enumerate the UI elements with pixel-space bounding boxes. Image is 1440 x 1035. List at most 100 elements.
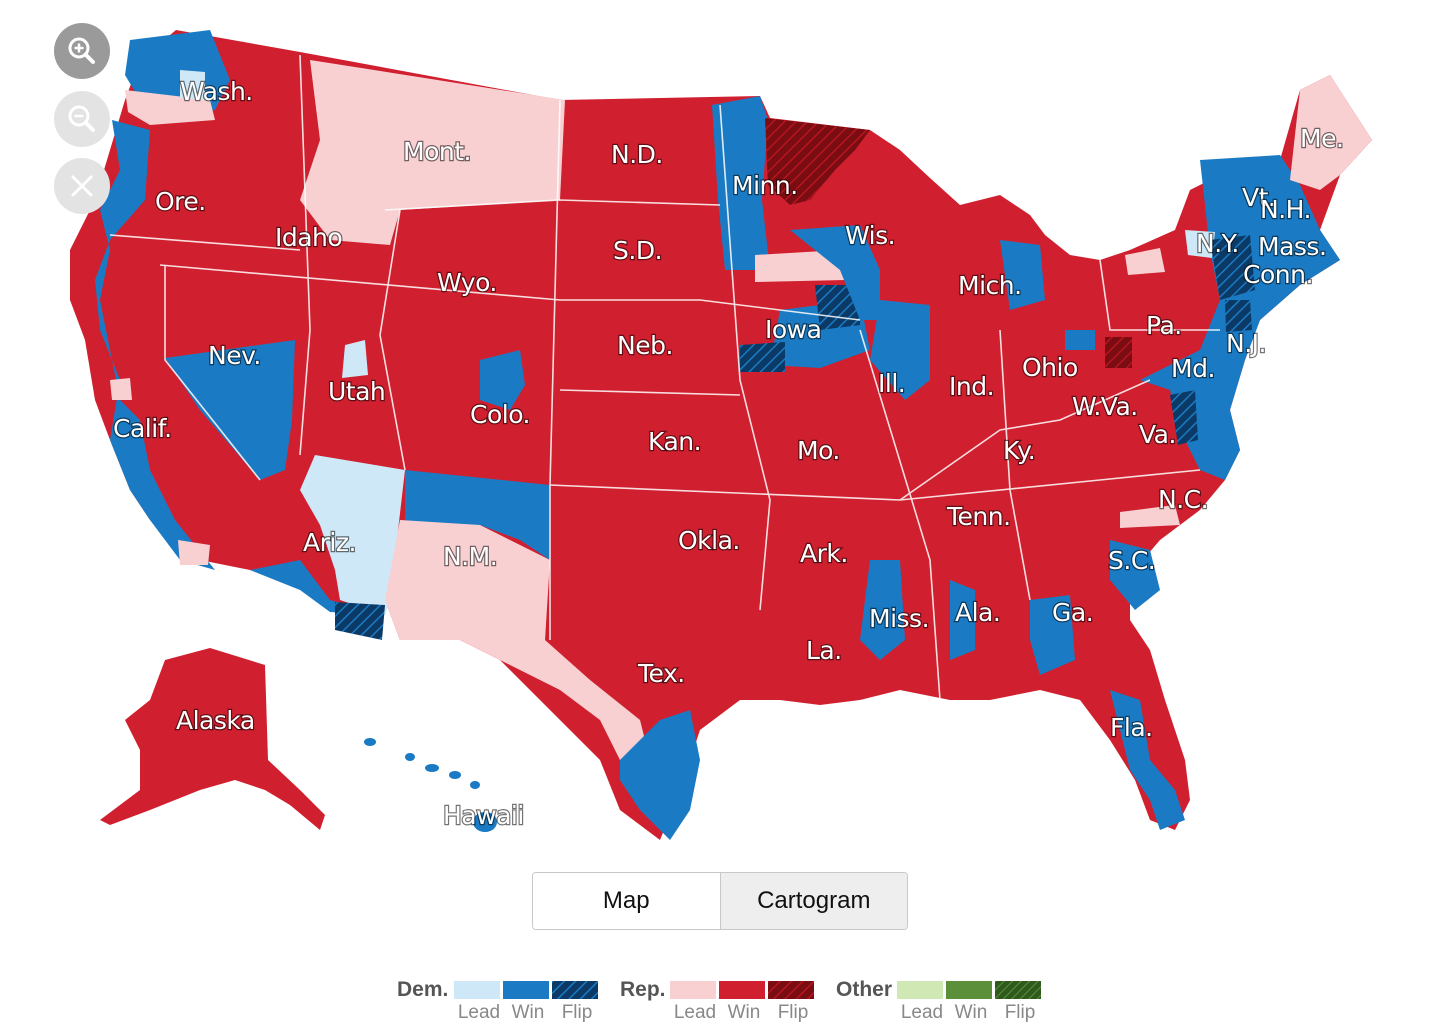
label-ark: Ark.: [800, 539, 848, 568]
label-nc: N.C.: [1158, 485, 1208, 514]
close-icon: [71, 175, 93, 197]
sc-blue[interactable]: [1110, 540, 1160, 610]
label-wash: Wash.: [180, 77, 253, 106]
state-borders: [109, 54, 1220, 701]
label-tenn: Tenn.: [946, 502, 1011, 531]
ohio-blue[interactable]: [1065, 330, 1095, 350]
nc-lead[interactable]: [1120, 505, 1180, 528]
ill-blue[interactable]: [870, 300, 930, 400]
wis-blue[interactable]: [790, 225, 880, 320]
state-washington-lightblue[interactable]: [180, 70, 205, 100]
zoom-out-icon: [68, 105, 95, 132]
state-maine-lead[interactable]: [1290, 75, 1372, 190]
label-nev: Nev.: [208, 341, 261, 370]
label-ala: Ala.: [955, 598, 1000, 627]
legend-rep-title: Rep.: [620, 978, 666, 1001]
legend-other-win-swatch: [946, 981, 992, 999]
ny-lead-west[interactable]: [1125, 248, 1165, 275]
legend-dem-lead-swatch: [454, 981, 500, 999]
state-minnesota-blue[interactable]: [712, 96, 770, 270]
zoom-in-icon: [68, 37, 95, 64]
state-minnesota-lead[interactable]: [755, 250, 845, 282]
cartogram-view-button[interactable]: Cartogram: [720, 873, 907, 929]
label-conn: Conn.: [1243, 260, 1313, 289]
state-alaska[interactable]: [100, 648, 325, 830]
legend-other-flip-swatch: [995, 981, 1041, 999]
label-wis: Wis.: [845, 221, 895, 250]
mich-blue[interactable]: [1000, 240, 1045, 310]
label-fla: Fla.: [1110, 713, 1153, 742]
label-mo: Mo.: [797, 436, 840, 465]
legend-dem-lead-label: Lead: [457, 1002, 501, 1023]
ala-blue[interactable]: [950, 580, 975, 660]
label-hawaii: Hawaii: [443, 801, 524, 830]
reset-zoom-button[interactable]: [54, 158, 110, 214]
label-neb: Neb.: [617, 331, 673, 360]
state-texas-lead[interactable]: [460, 640, 650, 760]
iowa-flip-2[interactable]: [740, 342, 785, 372]
state-minnesota-flip[interactable]: [765, 118, 870, 205]
label-pa: Pa.: [1146, 311, 1182, 340]
ny-lead[interactable]: [1185, 230, 1215, 258]
state-nevada-blue[interactable]: [165, 340, 295, 480]
state-arizona-lead[interactable]: [300, 455, 405, 615]
legend-other-flip-label: Flip: [1004, 1002, 1036, 1023]
pa-flip[interactable]: [1105, 337, 1132, 368]
label-minn: Minn.: [732, 171, 798, 200]
va-flip[interactable]: [1170, 390, 1198, 445]
legend-rep-lead-label: Lead: [673, 1002, 717, 1023]
miss-blue[interactable]: [860, 560, 905, 660]
label-ky: Ky.: [1003, 436, 1035, 465]
map-svg[interactable]: Wash. Ore. Calif. Idaho Nev. Mont. Wyo. …: [0, 0, 1440, 860]
label-iowa: Iowa: [765, 315, 821, 344]
label-colo: Colo.: [470, 400, 530, 429]
legend-other-lead-label: Lead: [900, 1002, 944, 1023]
label-calif: Calif.: [113, 414, 172, 443]
arizona-south-blue[interactable]: [250, 560, 385, 615]
label-me: Me.: [1300, 124, 1343, 153]
view-toggle: Map Cartogram: [532, 872, 908, 930]
label-nj: N.J.: [1226, 329, 1266, 358]
label-ga: Ga.: [1052, 598, 1093, 627]
label-kan: Kan.: [648, 427, 701, 456]
state-nm-lead[interactable]: [385, 520, 550, 640]
label-ohio: Ohio: [1022, 353, 1078, 382]
election-map[interactable]: Wash. Ore. Calif. Idaho Nev. Mont. Wyo. …: [0, 0, 1440, 860]
legend-dem-flip-swatch: [552, 981, 598, 999]
legend-dem-win-swatch: [503, 981, 549, 999]
label-wva: W.Va.: [1072, 392, 1138, 421]
utah-lead[interactable]: [342, 340, 368, 378]
label-utah: Utah: [328, 377, 385, 406]
calif-lead-b[interactable]: [178, 540, 210, 565]
arizona-flip[interactable]: [335, 602, 385, 640]
ga-blue[interactable]: [1030, 595, 1075, 675]
label-idaho: Idaho: [275, 223, 342, 252]
legend-rep-win-swatch: [719, 981, 765, 999]
legend-rep-flip-label: Flip: [777, 1002, 809, 1023]
state-montana[interactable]: [300, 60, 565, 245]
zoom-out-button[interactable]: [54, 91, 110, 147]
texas-south-blue[interactable]: [620, 710, 700, 840]
legend-other-lead-swatch: [897, 981, 943, 999]
label-ny: N.Y.: [1196, 229, 1239, 258]
state-hawaii[interactable]: [364, 738, 497, 832]
coast-blue[interactable]: [95, 120, 215, 570]
calif-lead-a[interactable]: [110, 378, 132, 400]
label-okla: Okla.: [678, 526, 740, 555]
label-alaska: Alaska: [176, 706, 255, 735]
label-ariz: Ariz.: [303, 528, 356, 557]
label-nm: N.M.: [443, 542, 497, 571]
map-view-button[interactable]: Map: [533, 873, 721, 929]
ny-flip[interactable]: [1210, 235, 1255, 300]
nj-flip[interactable]: [1225, 300, 1252, 332]
legend-dem-flip-label: Flip: [561, 1002, 593, 1023]
legend-rep-lead-swatch: [670, 981, 716, 999]
label-sd: S.D.: [613, 236, 662, 265]
colo-blue[interactable]: [480, 350, 525, 410]
zoom-in-button[interactable]: [54, 23, 110, 79]
fla-blue[interactable]: [1110, 690, 1185, 830]
label-mich: Mich.: [958, 271, 1022, 300]
label-nh: N.H.: [1260, 195, 1311, 224]
state-nm-blue[interactable]: [405, 470, 550, 560]
label-vt: Vt.: [1242, 183, 1275, 212]
